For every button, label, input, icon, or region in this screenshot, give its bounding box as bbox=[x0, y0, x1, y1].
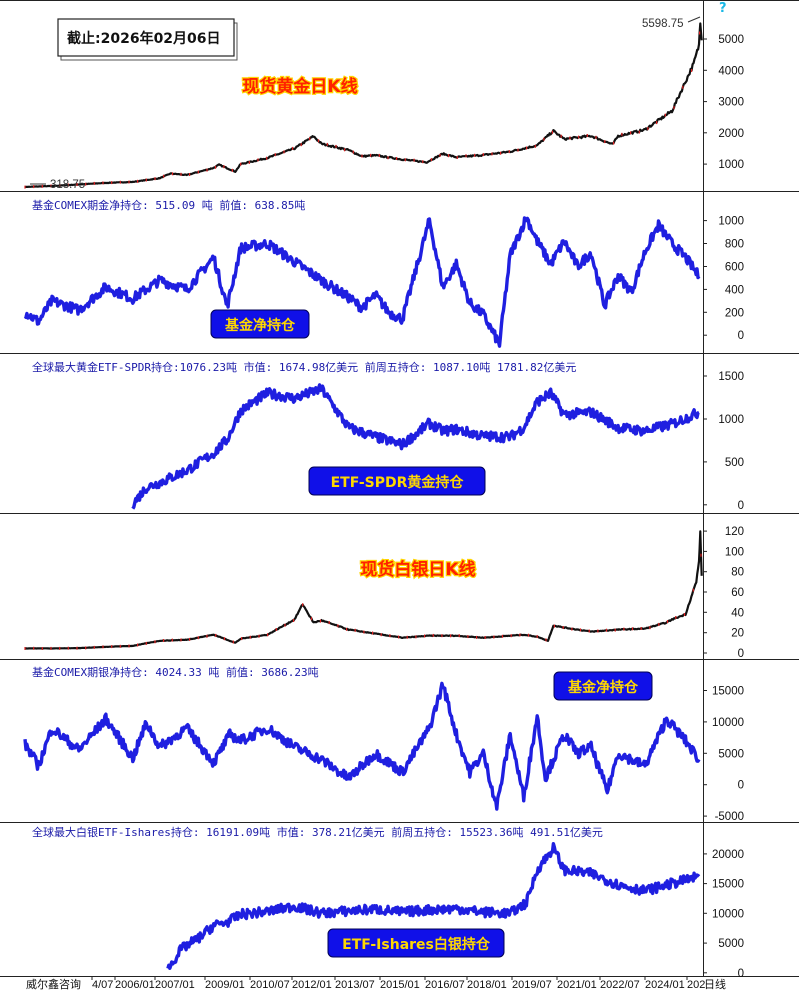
silver-comex-label: 基金净持仓 bbox=[568, 679, 639, 696]
source-label: 威尔鑫咨询 bbox=[26, 977, 81, 990]
date-tick-label: 2007/01 bbox=[155, 979, 195, 990]
date-tick-label: 2019/07 bbox=[512, 979, 552, 990]
date-tick-label: 4/07 bbox=[92, 979, 113, 990]
silver-etf-tick-label: 15000 bbox=[712, 879, 744, 891]
date-tick-label: 2024/01 bbox=[645, 979, 685, 990]
silver-tick-label: 80 bbox=[731, 567, 744, 579]
silver-etf-tick-label: 20000 bbox=[712, 849, 744, 861]
silver-etf-tick-label: 10000 bbox=[712, 908, 744, 920]
silver-etf-info-line: 全球最大白银ETF-Ishares持仓: 16191.09吨 市值: 378.2… bbox=[32, 825, 603, 839]
silver-comex-tick-label: 10000 bbox=[712, 717, 744, 729]
gold-comex-info-line: 基金COMEX期金净持仓: 515.09 吨 前值: 638.85吨 bbox=[32, 198, 305, 212]
silver-tick-label: 120 bbox=[725, 526, 744, 538]
interval-label: 日线 bbox=[704, 977, 726, 990]
gold-etf-tick-label: 0 bbox=[738, 500, 744, 512]
tick-layer: 1000200030004000500002004006008001000050… bbox=[703, 34, 744, 980]
silver-etf-series-line bbox=[166, 842, 701, 970]
silver-tick-label: 40 bbox=[731, 607, 744, 619]
date-tick-label: 2016/07 bbox=[425, 979, 465, 990]
gold-comex-label: 基金净持仓 bbox=[225, 317, 296, 334]
date-tick-label: 2009/01 bbox=[205, 979, 245, 990]
info-layer: 基金COMEX期金净持仓: 515.09 吨 前值: 638.85吨全球最大黄金… bbox=[32, 198, 603, 839]
silver-etf-tick-label: 0 bbox=[738, 968, 744, 980]
gold-etf-label: ETF-SPDR黄金持仓 bbox=[331, 474, 465, 491]
annotation-layer: 5598.75 318.75 bbox=[30, 16, 701, 191]
silver-label: 现货白银日K线 bbox=[360, 559, 475, 580]
gold-comex-tick-label: 0 bbox=[738, 330, 744, 342]
gold-etf-tick-label: 500 bbox=[725, 457, 744, 469]
gold-etf-label-box bbox=[308, 466, 486, 496]
silver-comex-tick-label: 5000 bbox=[718, 748, 744, 760]
silver-comex-info-line: 基金COMEX期银净持仓: 4024.33 吨 前值: 3686.23吨 bbox=[32, 665, 319, 679]
date-axis: 威尔鑫咨询 4/07 2006/01 2007/01 2009/01 2010/07 201… bbox=[26, 976, 726, 990]
silver-tick-label: 0 bbox=[738, 648, 744, 660]
gold-high-annotation: 5598.75 bbox=[642, 18, 684, 30]
gold-comex-label-box bbox=[210, 309, 310, 339]
gold-label: 现货黄金日K线 bbox=[242, 76, 357, 97]
gold-comex-tick-label: 200 bbox=[725, 307, 744, 319]
date-stamp: 截止:2026年02月06日 bbox=[57, 18, 238, 61]
series-layer bbox=[23, 22, 703, 970]
silver-tick-label: 100 bbox=[725, 546, 744, 558]
gold-etf-tick-label: 1500 bbox=[718, 371, 744, 383]
label-layer: 现货黄金日K线基金净持仓ETF-SPDR黄金持仓现货白银日K线基金净持仓ETF-… bbox=[210, 75, 653, 958]
date-tick-label: 2018/01 bbox=[467, 979, 507, 990]
date-tick-label: 2015/01 bbox=[380, 979, 420, 990]
help-icon[interactable]: ? bbox=[719, 1, 727, 16]
gold-low-annotation: 318.75 bbox=[50, 179, 85, 191]
date-tick-label: 2006/01 bbox=[115, 979, 155, 990]
silver-etf-tick-label: 5000 bbox=[718, 938, 744, 950]
gold-tick-label: 2000 bbox=[718, 128, 744, 140]
silver-comex-tick-label: 15000 bbox=[712, 686, 744, 698]
date-tick-label: 2013/07 bbox=[335, 979, 375, 990]
gold-tick-label: 5000 bbox=[718, 34, 744, 46]
silver-comex-series-line bbox=[23, 681, 701, 811]
silver-tick-label: 20 bbox=[731, 628, 744, 640]
date-tick-label: 2022/07 bbox=[600, 979, 640, 990]
silver-comex-label-box bbox=[553, 671, 653, 701]
gold-comex-tick-label: 1000 bbox=[718, 216, 744, 228]
gold-etf-series-line bbox=[131, 383, 700, 510]
date-stamp-text: 截止:2026年02月06日 bbox=[67, 30, 221, 47]
date-tick-label: 202 bbox=[687, 979, 705, 990]
silver-tick-label: 60 bbox=[731, 587, 744, 599]
gold-tick-label: 1000 bbox=[718, 159, 744, 171]
gold-tick-label: 4000 bbox=[718, 65, 744, 77]
silver-etf-label-box bbox=[327, 928, 505, 958]
silver-comex-tick-label: 0 bbox=[738, 780, 744, 792]
silver-etf-label: ETF-Ishares白银持仓 bbox=[342, 936, 491, 953]
gold-comex-series-line bbox=[23, 216, 701, 348]
silver-comex-tick-label: -5000 bbox=[715, 811, 744, 823]
gold-etf-tick-label: 1000 bbox=[718, 414, 744, 426]
gold-high-pointer bbox=[687, 16, 701, 23]
gold-tick-label: 3000 bbox=[718, 97, 744, 109]
date-tick-label: 2012/01 bbox=[292, 979, 332, 990]
gold-comex-tick-label: 600 bbox=[725, 262, 744, 274]
date-tick-label: 2021/01 bbox=[557, 979, 597, 990]
date-tick-label: 2010/07 bbox=[250, 979, 290, 990]
gold-comex-tick-label: 800 bbox=[725, 239, 744, 251]
gold-etf-info-line: 全球最大黄金ETF-SPDR持仓:1076.23吨 市值: 1674.98亿美元… bbox=[32, 360, 576, 374]
gold-comex-tick-label: 400 bbox=[725, 284, 744, 296]
